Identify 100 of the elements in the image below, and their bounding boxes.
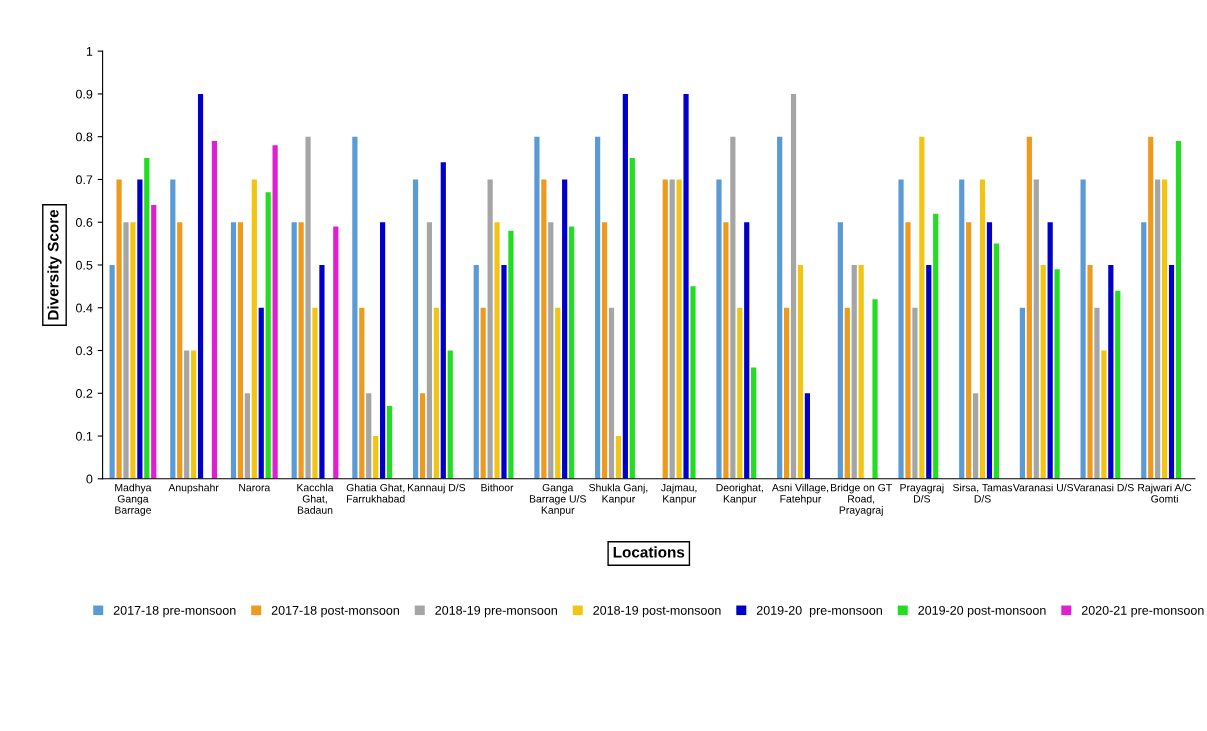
- bar: [237, 222, 244, 479]
- bar: [386, 406, 393, 479]
- bar: [352, 136, 358, 479]
- bar: [837, 222, 843, 479]
- bar: [319, 264, 325, 479]
- bar: [1033, 179, 1039, 479]
- bar: [230, 222, 237, 479]
- bar: [109, 264, 115, 479]
- bar: [737, 307, 743, 479]
- bar: [184, 350, 190, 479]
- bar: [151, 205, 157, 479]
- x-tick-label: Varanasi U/S: [1012, 483, 1074, 492]
- y-tick-label: 0.4: [75, 303, 93, 313]
- bar: [966, 222, 972, 479]
- x-axis-title: Locations: [613, 546, 685, 558]
- y-tick-label: 0.1: [75, 431, 93, 441]
- x-tick-label: Bithoor: [481, 483, 514, 492]
- bar: [851, 264, 857, 479]
- y-tick-label: 0: [86, 474, 93, 484]
- bar: [973, 393, 979, 479]
- y-tick-label: 0.6: [75, 218, 93, 227]
- bar: [144, 158, 150, 479]
- bar: [123, 222, 129, 479]
- bar: [730, 136, 736, 479]
- bar: [898, 179, 904, 479]
- bar: [1108, 264, 1114, 479]
- bar: [723, 222, 729, 479]
- y-tick-label: 0.8: [75, 132, 93, 142]
- x-tick-label: Shukla Ganj, Kanpur: [589, 483, 648, 505]
- x-tick-label: Anupshahr: [168, 483, 219, 494]
- bar: [959, 179, 965, 479]
- bar: [1101, 350, 1107, 479]
- bar: [690, 286, 696, 479]
- x-tick-label: Varanasi D/S: [1073, 483, 1134, 492]
- bar: [1026, 136, 1032, 479]
- bar: [1115, 290, 1121, 479]
- bar: [562, 179, 568, 479]
- bar: [426, 222, 433, 479]
- x-tick-label: Narora: [239, 484, 271, 492]
- bar: [622, 93, 628, 479]
- bar: [872, 299, 878, 479]
- legend-label: 2020-21 pre-monsoon: [1081, 605, 1204, 618]
- x-tick-label: Kacchla Ghat, Badaun: [297, 483, 334, 514]
- legend-label: 2018-19 post-monsoon: [593, 605, 721, 618]
- bar: [116, 179, 122, 479]
- bar: [170, 179, 176, 479]
- bar: [373, 436, 379, 479]
- bar: [629, 158, 635, 479]
- bar: [777, 136, 783, 479]
- bar: [858, 264, 864, 479]
- bar: [844, 307, 850, 479]
- bar: [662, 179, 668, 479]
- bar: [480, 307, 486, 479]
- bar: [265, 192, 271, 479]
- bar: [487, 179, 493, 479]
- bar: [595, 136, 601, 479]
- bar: [751, 367, 757, 479]
- bar: [1087, 264, 1093, 479]
- bar: [676, 179, 682, 479]
- bar: [191, 350, 197, 479]
- bar: [555, 307, 561, 479]
- bar: [716, 179, 722, 479]
- bar: [251, 179, 257, 479]
- x-tick-label: Jajmau, Kanpur: [661, 483, 697, 505]
- bar: [1047, 222, 1053, 479]
- bar: [986, 222, 993, 479]
- x-tick-label: Rajwari A/C Gomti: [1138, 483, 1192, 503]
- bar: [534, 136, 540, 479]
- legend-label: 2019-20 post-monsoon: [918, 605, 1046, 618]
- y-tick-label: 0.9: [75, 89, 93, 99]
- y-tick-label: 0.2: [75, 389, 93, 398]
- y-axis-title: Diversity Score: [47, 209, 62, 320]
- bar: [333, 226, 339, 479]
- bar: [919, 136, 925, 479]
- bar: [305, 136, 311, 479]
- bar: [1054, 269, 1060, 479]
- bar: [615, 436, 622, 479]
- bar: [804, 393, 811, 479]
- bar: [412, 179, 419, 479]
- y-tick-label: 0.5: [75, 260, 93, 270]
- bar: [608, 307, 615, 479]
- bar: [197, 93, 204, 479]
- bar: [501, 264, 507, 479]
- bar: [1141, 222, 1147, 479]
- bar: [1175, 140, 1182, 479]
- bar: [683, 93, 689, 479]
- bar: [137, 179, 143, 479]
- x-tick-label: Asni Village, Fatehpur: [771, 483, 829, 505]
- bar: [366, 393, 372, 479]
- y-tick-label: 0.3: [75, 346, 93, 356]
- bar: [979, 179, 986, 479]
- bar: [272, 145, 278, 479]
- bar: [312, 307, 318, 479]
- bar: [380, 222, 386, 479]
- bar: [1080, 179, 1086, 479]
- bar: [1148, 136, 1154, 479]
- x-tick-label: Ghatia Ghat, Farrukhabad: [346, 483, 405, 503]
- bar: [447, 350, 453, 479]
- bar: [669, 179, 675, 479]
- bar: [790, 93, 797, 479]
